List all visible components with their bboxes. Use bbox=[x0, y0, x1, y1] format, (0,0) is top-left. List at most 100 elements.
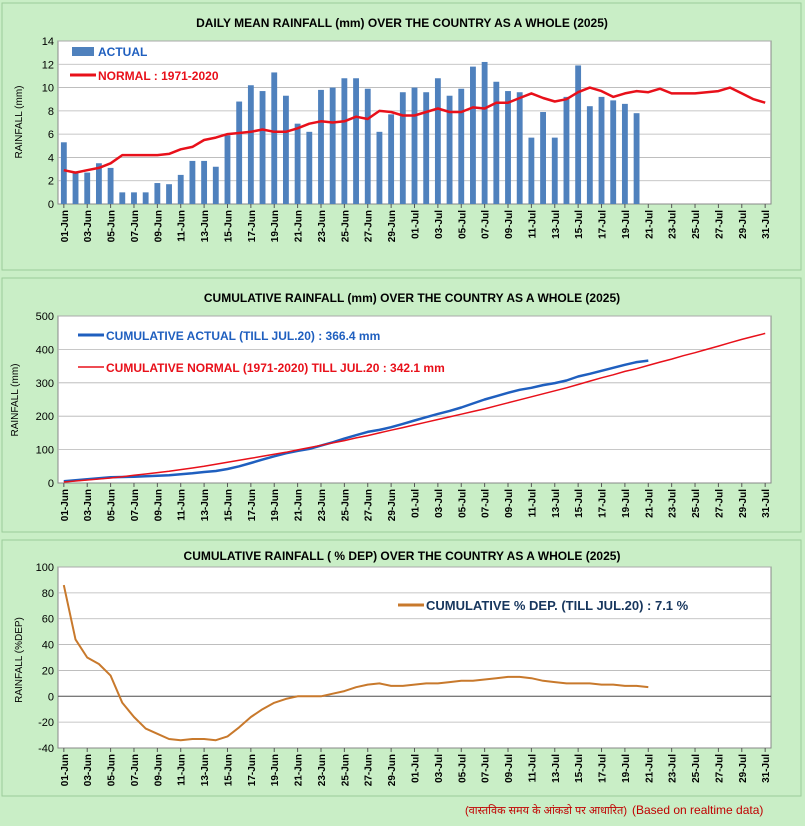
bar-actual bbox=[434, 78, 441, 204]
x-tick-label: 31-Jul bbox=[761, 210, 772, 239]
y-tick-label: 4 bbox=[48, 152, 54, 164]
x-tick-label: 21-Jun bbox=[294, 210, 305, 242]
x-tick-label: 29-Jun bbox=[387, 754, 398, 786]
bar-actual bbox=[423, 92, 430, 204]
x-tick-label: 03-Jun bbox=[83, 210, 94, 242]
x-tick-label: 13-Jul bbox=[551, 210, 562, 239]
footer-english-note: (Based on realtime data) bbox=[632, 803, 763, 817]
x-tick-label: 07-Jul bbox=[481, 489, 492, 518]
x-tick-label: 19-Jun bbox=[270, 210, 281, 242]
y-tick-label: 2 bbox=[48, 176, 54, 188]
bar-actual bbox=[598, 96, 605, 204]
y-tick-label: 14 bbox=[42, 36, 54, 48]
y-tick-label: 500 bbox=[36, 311, 54, 323]
y-tick-label: 12 bbox=[42, 59, 54, 71]
x-tick-label: 29-Jun bbox=[387, 489, 398, 521]
x-tick-label: 27-Jun bbox=[364, 754, 375, 786]
x-tick-label: 05-Jul bbox=[457, 489, 468, 518]
plot-cumulative: 0 100 200 300 400 500 01-Jun 03-Jun 05-Jun 07-Jun… bbox=[36, 311, 773, 521]
x-tick-label: 17-Jun bbox=[247, 210, 258, 242]
x-tick-label: 15-Jul bbox=[574, 489, 585, 518]
bar-actual bbox=[399, 92, 406, 204]
x-tick-label: 09-Jun bbox=[153, 210, 164, 242]
x-tick-label: 17-Jun bbox=[247, 754, 258, 786]
bar-actual bbox=[586, 106, 593, 204]
x-tick-label: 07-Jun bbox=[130, 489, 141, 521]
x-tick-label: 07-Jun bbox=[130, 210, 141, 242]
x-tick-label: 09-Jul bbox=[504, 210, 515, 239]
x-tick-label: 11-Jun bbox=[177, 489, 188, 521]
x-tick-label: 27-Jul bbox=[714, 210, 725, 239]
bar-actual bbox=[411, 87, 418, 204]
x-tick-label: 13-Jul bbox=[551, 754, 562, 783]
x-tick-label: 25-Jun bbox=[340, 210, 351, 242]
bar-actual bbox=[154, 183, 161, 204]
footer-hindi-note: (वास्तविक समय के आंकडो पर आधारित) bbox=[465, 804, 627, 817]
bar-actual bbox=[633, 113, 640, 204]
x-tick-label: 05-Jul bbox=[457, 754, 468, 783]
bar-actual bbox=[388, 114, 395, 204]
x-tick-label: 01-Jul bbox=[411, 754, 422, 783]
bar-actual bbox=[107, 167, 114, 204]
chart-title-departure: CUMULATIVE RAINFALL ( % DEP) OVER THE CO… bbox=[184, 549, 621, 563]
x-tick-label: 01-Jun bbox=[60, 489, 71, 521]
bar-actual bbox=[119, 192, 126, 204]
bar-actual bbox=[294, 123, 301, 204]
x-tick-label: 21-Jun bbox=[294, 489, 305, 521]
x-tick-label: 19-Jul bbox=[621, 210, 632, 239]
x-tick-label: 25-Jun bbox=[340, 754, 351, 786]
series-line-cum-normal bbox=[63, 332, 766, 483]
series-line-cum-actual bbox=[63, 359, 649, 483]
y-tick-label: 200 bbox=[36, 411, 54, 423]
x-tick-label: 15-Jul bbox=[574, 754, 585, 783]
bar-actual bbox=[131, 192, 137, 204]
x-tick-label: 05-Jun bbox=[107, 489, 118, 521]
legend-label-actual: ACTUAL bbox=[98, 45, 147, 59]
x-tick-label: 27-Jul bbox=[714, 489, 725, 518]
y-tick-label: 60 bbox=[42, 614, 54, 626]
bar-actual bbox=[563, 96, 570, 204]
y-tick-label: -40 bbox=[38, 743, 54, 755]
x-tick-label: 29-Jul bbox=[738, 754, 749, 783]
bar-actual bbox=[283, 95, 289, 204]
x-tick-label: 03-Jun bbox=[83, 489, 94, 521]
x-tick-label: 07-Jun bbox=[130, 754, 141, 786]
bar-actual bbox=[224, 135, 231, 204]
bar-actual bbox=[575, 65, 582, 204]
bar-actual bbox=[470, 66, 476, 204]
y-tick-label: 10 bbox=[42, 83, 54, 95]
bar-actual bbox=[341, 78, 348, 204]
x-tick-label: 17-Jul bbox=[598, 754, 609, 783]
plot-area-cumulative bbox=[57, 315, 772, 484]
x-tick-label: 05-Jun bbox=[107, 210, 118, 242]
y-tick-label: 300 bbox=[36, 378, 54, 390]
bar-actual bbox=[458, 88, 465, 204]
x-tick-label: 23-Jun bbox=[317, 754, 328, 786]
x-tick-label: 23-Jul bbox=[668, 754, 679, 783]
bar-actual bbox=[318, 89, 324, 204]
x-tick-label: 31-Jul bbox=[761, 754, 772, 783]
y-tick-label: 20 bbox=[42, 665, 54, 677]
x-tick-label: 11-Jun bbox=[177, 754, 188, 786]
x-tick-label: 01-Jul bbox=[411, 210, 422, 239]
plot-daily: 0 2 4 6 8 10 12 14 01-Jun 03-Jun 05-Jun 07-Jun 09-Ju… bbox=[42, 36, 772, 242]
bar-actual bbox=[201, 160, 208, 204]
bar-actual bbox=[247, 85, 254, 204]
bar-actual bbox=[516, 92, 523, 204]
chart-title-daily: DAILY MEAN RAINFALL (mm) OVER THE COUNTR… bbox=[196, 16, 608, 30]
bar-actual bbox=[95, 163, 102, 204]
y-tick-label: 0 bbox=[48, 199, 54, 211]
x-tick-label: 15-Jun bbox=[223, 210, 234, 242]
y-tick-label: 80 bbox=[42, 588, 54, 600]
x-tick-label: 17-Jul bbox=[598, 210, 609, 239]
bar-actual bbox=[236, 101, 243, 204]
x-tick-label: 15-Jul bbox=[574, 210, 585, 239]
x-tick-label: 09-Jun bbox=[153, 754, 164, 786]
x-tick-label: 11-Jul bbox=[527, 754, 538, 783]
x-tick-label: 21-Jul bbox=[644, 754, 655, 783]
y-tick-label: 100 bbox=[36, 445, 54, 457]
x-tick-label: 13-Jun bbox=[200, 210, 211, 242]
x-tick-label: 19-Jun bbox=[270, 754, 281, 786]
x-tick-label: 05-Jul bbox=[457, 210, 468, 239]
